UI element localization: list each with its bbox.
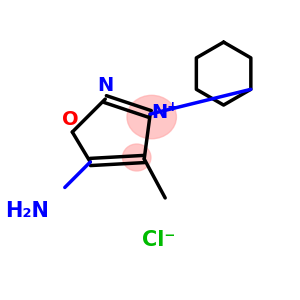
Text: H₂N: H₂N	[5, 201, 49, 221]
Text: Cl⁻: Cl⁻	[142, 230, 176, 250]
Text: N: N	[152, 103, 168, 122]
Ellipse shape	[127, 95, 176, 139]
Text: +: +	[167, 100, 178, 114]
Text: N: N	[97, 76, 113, 94]
Ellipse shape	[122, 144, 151, 171]
Text: O: O	[62, 110, 79, 129]
